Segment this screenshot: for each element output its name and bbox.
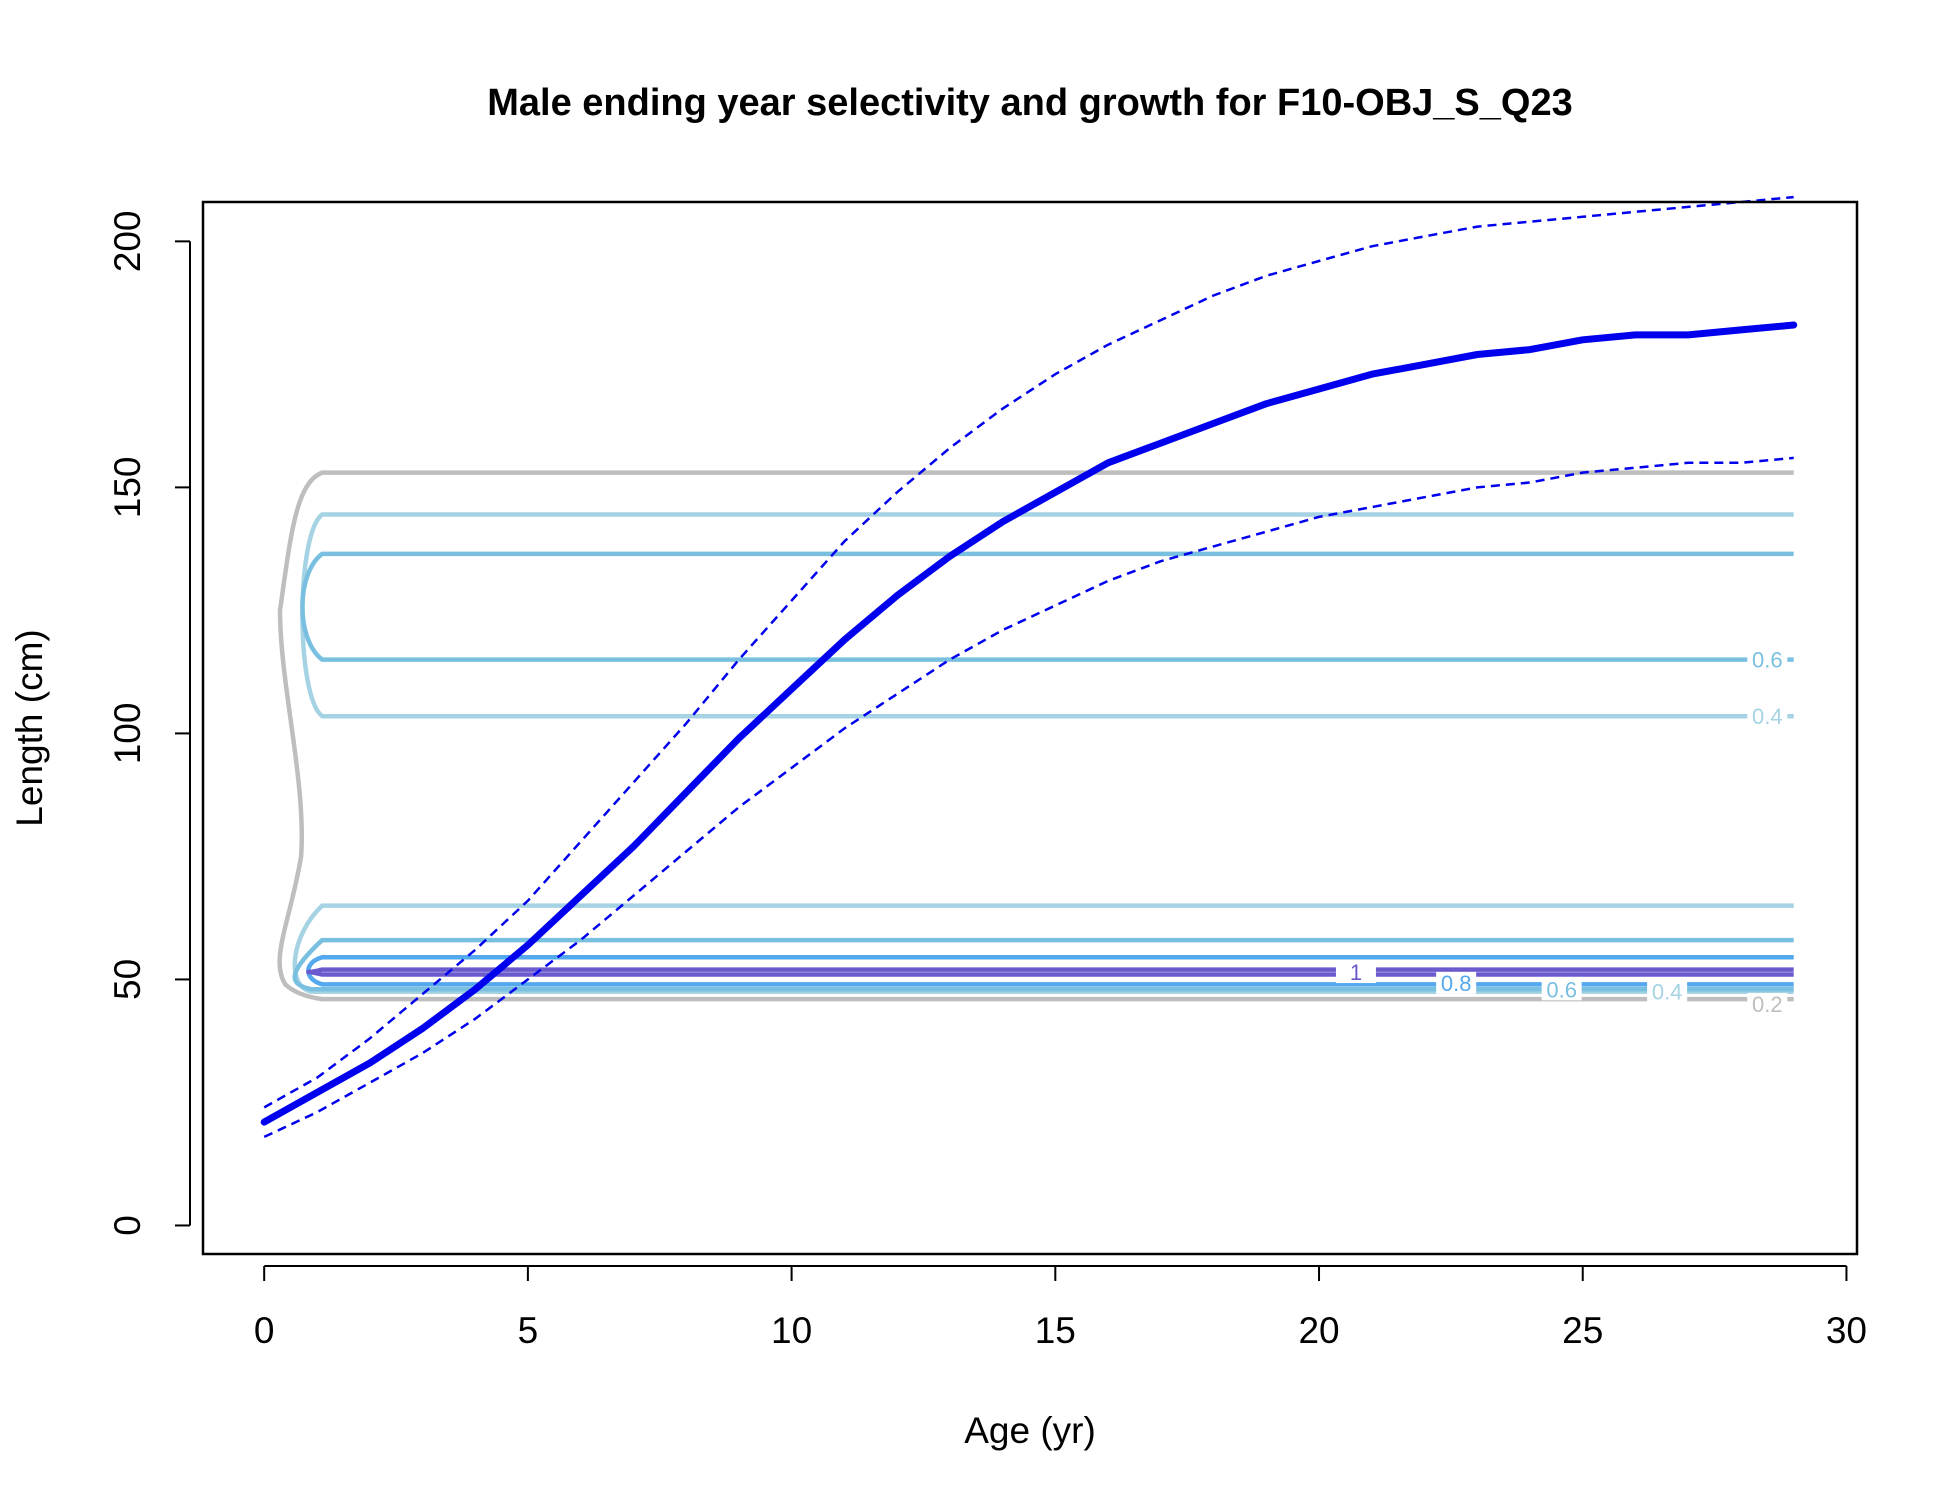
contour-0.4-upper <box>300 512 1794 719</box>
growth-upper-ci-line <box>263 195 1794 1109</box>
contour-0.2 <box>277 470 1794 1002</box>
y-axis: 0 50 100 150 200 <box>107 210 191 1236</box>
contour-0.6-lower <box>292 937 1794 992</box>
contour-0.6-upper <box>300 551 1794 662</box>
contour-label: 0.6 <box>1546 977 1577 1002</box>
contour-label-bg <box>1647 980 1688 1003</box>
x-axis: 0 5 10 15 20 25 30 <box>254 1265 1867 1351</box>
growth-lower-ci-line <box>263 456 1794 1139</box>
contour-label: 0.4 <box>1752 704 1783 729</box>
chart-title: Male ending year selectivity and growth … <box>487 82 1572 124</box>
growth-curves <box>260 195 1798 1139</box>
y-tick-label: 200 <box>107 210 148 272</box>
contour-label-bg <box>1747 705 1788 728</box>
y-tick-label: 0 <box>107 1215 148 1236</box>
x-tick-label: 0 <box>254 1310 275 1351</box>
contour-label: 0.4 <box>1652 980 1683 1005</box>
y-tick-label: 100 <box>107 703 148 765</box>
x-tick-label: 5 <box>518 1310 539 1351</box>
x-tick-label: 25 <box>1562 1310 1603 1351</box>
y-axis-label: Length (cm) <box>9 629 50 826</box>
contour-label: 0.6 <box>1752 648 1783 673</box>
contour-labels: 0.6 0.4 0.2 0.4 0.6 0.8 1 <box>1335 648 1788 1017</box>
contour-label-bg <box>1747 648 1788 671</box>
selectivity-contours <box>277 470 1794 1002</box>
contour-label: 0.2 <box>1752 992 1783 1017</box>
contour-label: 0.8 <box>1441 971 1472 996</box>
contour-1 <box>306 967 1794 977</box>
x-tick-label: 10 <box>771 1310 812 1351</box>
contour-label-bg <box>1436 971 1477 994</box>
x-axis-label: Age (yr) <box>964 1410 1096 1451</box>
y-tick-label: 50 <box>107 959 148 1000</box>
y-tick-label: 150 <box>107 457 148 519</box>
contour-label: 1 <box>1350 960 1362 985</box>
contour-label-bg <box>1541 978 1582 1001</box>
plot-frame <box>201 200 1859 1256</box>
x-tick-label: 30 <box>1826 1310 1867 1351</box>
x-tick-label: 20 <box>1298 1310 1339 1351</box>
contour-label-bg <box>1335 961 1376 984</box>
growth-mean-line <box>260 321 1798 1126</box>
contour-label-bg <box>1747 993 1788 1016</box>
x-tick-label: 15 <box>1035 1310 1076 1351</box>
